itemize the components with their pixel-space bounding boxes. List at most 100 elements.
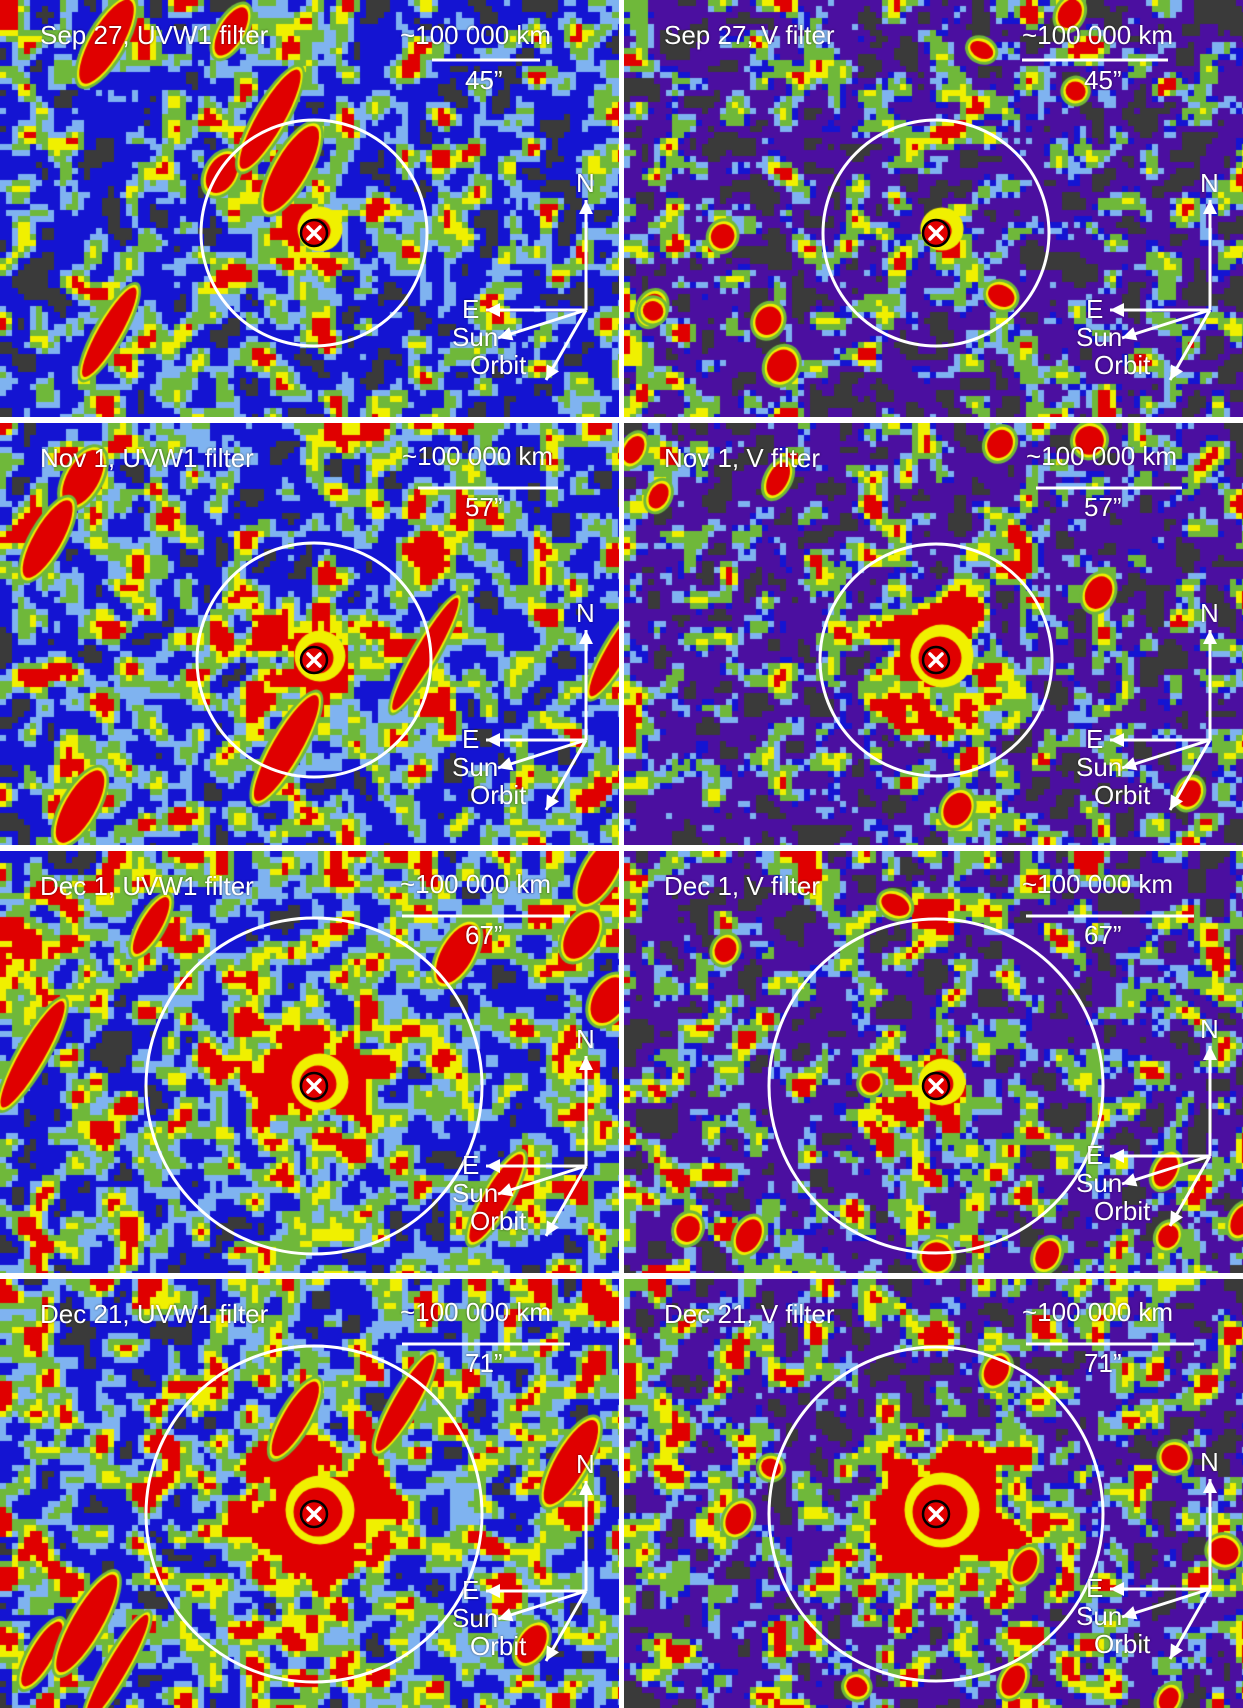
east-label: E [1086,294,1104,324]
north-label: N [1200,1014,1219,1044]
panel-title: Dec 21, V filter [664,1299,835,1329]
aperture-circle [821,118,1051,348]
sun-arrow-arrowhead [498,757,514,771]
north-label: N [576,598,595,628]
panel-title: Sep 27, UVW1 filter [40,20,269,50]
heatmap-background [624,851,1243,1273]
panel-title: Nov 1, UVW1 filter [40,443,254,473]
scale-arcsec-label: 71” [1084,1348,1122,1378]
nucleus-marker-icon [921,645,951,675]
overlay-graphics [767,1342,1217,1683]
scale-arcsec-label: 45” [465,65,503,95]
sun-direction-label: Sun [1076,322,1123,352]
north-label: N [1200,598,1219,628]
heatmap-background [624,1279,1243,1708]
overlay-graphics [767,914,1217,1255]
panel-nov1-uvw1: Nov 1, UVW1 filter ~100 000 km 57” N E S… [0,423,619,845]
sun-direction-label: Sun [452,1603,499,1633]
orbit-arrow-arrowhead [546,364,560,380]
east-label: E [1086,724,1104,754]
sun-arrow [497,1589,587,1621]
sun-direction-label: Sun [452,1178,499,1208]
scale-arcsec-label: 67” [465,920,503,950]
east-label: E [462,1150,480,1180]
north-arrow-arrowhead [1203,200,1217,214]
scale-km-label: ~100 000 km [402,441,554,471]
north-arrow-arrowhead [579,1481,593,1495]
overlay-graphics [144,1342,593,1684]
aperture-circle [767,1345,1105,1683]
east-arrow-arrowhead [486,1159,500,1173]
aperture-circle [144,1344,484,1684]
sun-arrow-arrowhead [498,327,514,341]
sun-arrow [1121,1154,1211,1186]
panel-title: Nov 1, V filter [664,443,821,473]
sun-arrow-arrowhead [1122,1606,1138,1620]
orbit-direction-label: Orbit [470,780,527,810]
north-label: N [576,1024,595,1054]
east-arrow-arrowhead [486,303,500,317]
nucleus-marker-icon [921,1499,951,1529]
panel-dec1-v: Dec 1, V filter ~100 000 km 67” N E Sun … [624,851,1243,1273]
orbit-arrow-arrowhead [546,794,560,810]
scale-km-label: ~100 000 km [1022,20,1174,50]
aperture-circle [818,542,1054,778]
north-arrow-arrowhead [579,1056,593,1070]
sun-arrow [1121,1587,1211,1619]
orbit-direction-label: Orbit [1094,780,1151,810]
orbit-arrow-arrowhead [546,1220,560,1236]
east-label: E [462,724,480,754]
north-arrow-arrowhead [1203,1046,1217,1060]
east-label: E [1086,1573,1104,1603]
north-arrow-arrowhead [1203,630,1217,644]
east-arrow-arrowhead [1110,303,1124,317]
east-arrow-arrowhead [1110,1582,1124,1596]
east-label: E [462,1575,480,1605]
heatmap-background [0,0,619,417]
orbit-direction-label: Orbit [470,1631,527,1661]
orbit-direction-label: Orbit [470,1206,527,1236]
scale-km-label: ~100 000 km [1022,1297,1174,1327]
heatmap-background [0,851,619,1273]
north-arrow-arrowhead [579,630,593,644]
scale-arcsec-label: 57” [465,492,503,522]
sun-arrow [497,308,587,340]
orbit-arrow-arrowhead [1170,1643,1184,1659]
aperture-circle [199,118,429,348]
nucleus-marker-icon [299,645,329,675]
scale-km-label: ~100 000 km [400,1297,552,1327]
nucleus-marker-icon [299,1071,329,1101]
orbit-direction-label: Orbit [470,350,527,380]
sun-arrow-arrowhead [498,1183,514,1197]
east-label: E [1086,1140,1104,1170]
panel-title: Sep 27, V filter [664,20,835,50]
sun-arrow-arrowhead [1122,327,1138,341]
east-arrow-arrowhead [1110,733,1124,747]
orbit-arrow-arrowhead [1170,794,1184,810]
sun-arrow [497,738,587,770]
orbit-arrow-arrowhead [1170,364,1184,380]
north-label: N [576,168,595,198]
sun-arrow [497,1164,587,1196]
panel-sep27-v: Sep 27, V filter ~100 000 km 45” N E Sun… [624,0,1243,417]
scale-arcsec-label: 67” [1084,920,1122,950]
orbit-direction-label: Orbit [1094,1629,1151,1659]
nucleus-marker-icon [299,1499,329,1529]
scale-km-label: ~100 000 km [400,869,552,899]
panel-dec21-v: Dec 21, V filter ~100 000 km 71” N E Sun… [624,1279,1243,1708]
orbit-direction-label: Orbit [1094,1196,1151,1226]
north-label: N [1200,168,1219,198]
scale-km-label: ~100 000 km [1022,869,1174,899]
aperture-circle [144,916,484,1256]
panel-nov1-v: Nov 1, V filter ~100 000 km 57” N E Sun … [624,423,1243,845]
east-arrow-arrowhead [1110,1149,1124,1163]
east-arrow-arrowhead [486,733,500,747]
panel-sep27-uvw1: Sep 27, UVW1 filter ~100 000 km 45” N E … [0,0,619,417]
sun-direction-label: Sun [452,752,499,782]
nucleus-marker-icon [921,218,951,248]
sun-arrow [1121,738,1211,770]
panel-title: Dec 1, UVW1 filter [40,871,254,901]
north-arrow-arrowhead [1203,1479,1217,1493]
overlay-graphics [818,486,1217,811]
